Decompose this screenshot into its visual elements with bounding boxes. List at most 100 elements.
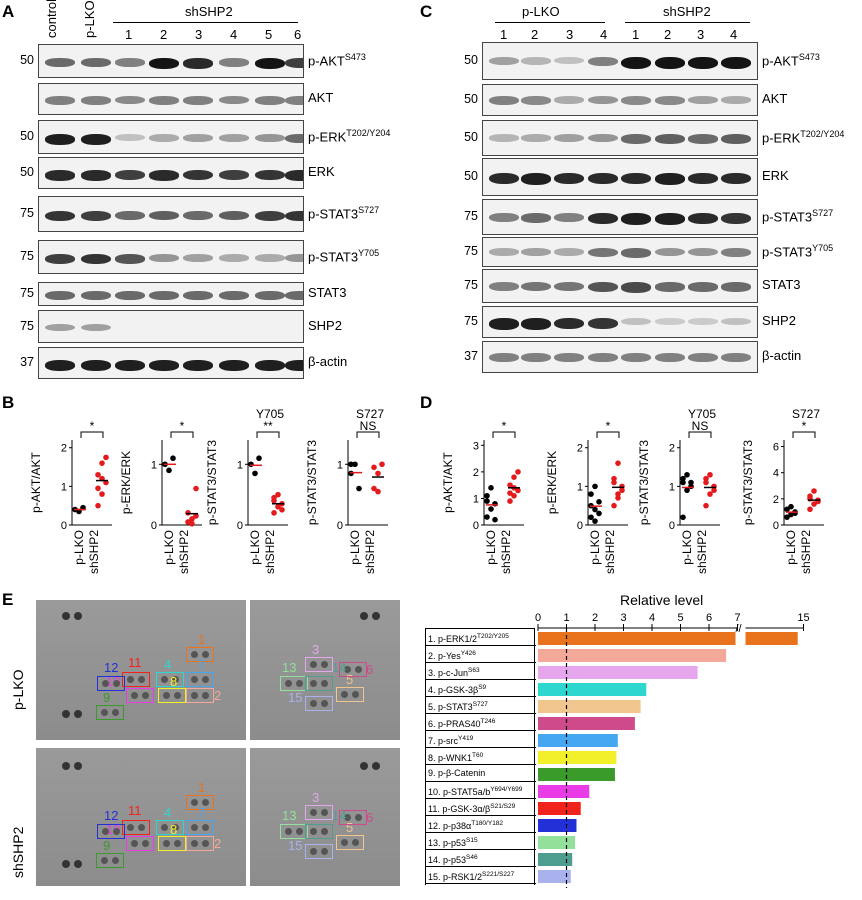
y-tick-label: 1 — [61, 481, 67, 493]
band — [588, 134, 618, 143]
bar — [538, 853, 573, 866]
band — [521, 353, 551, 362]
spot-box — [305, 657, 333, 672]
band — [554, 213, 584, 222]
spot-number: 3 — [312, 642, 320, 657]
band — [521, 213, 551, 223]
band — [721, 318, 751, 326]
data-point — [507, 498, 513, 504]
spot-number: 12 — [104, 660, 119, 675]
scatter-plot: 0 1 p-ERK/ERK * p-LKO shSHP2 — [119, 419, 202, 574]
data-point — [684, 487, 690, 494]
band — [521, 96, 551, 105]
data-point — [615, 460, 621, 466]
x-label-plko: p-LKO — [348, 530, 362, 565]
lane-number: 3 — [697, 27, 705, 42]
antibody-label: STAT3 — [308, 285, 347, 300]
spot-number: 2 — [214, 836, 222, 851]
x-label-plko: p-LKO — [248, 530, 262, 565]
data-point — [596, 510, 602, 517]
bar — [538, 785, 590, 798]
y-tick-label: 1 — [151, 459, 157, 471]
data-point — [375, 488, 381, 495]
bar — [538, 734, 618, 747]
phospho-spot — [101, 857, 108, 864]
group-bracket-plko — [495, 22, 605, 23]
lane-number: 1 — [125, 27, 133, 42]
category-site: S21/S29 — [490, 803, 516, 810]
antibody-name: SHP2 — [308, 317, 342, 333]
y-tick-label: 1 — [237, 459, 243, 471]
spot-box — [336, 687, 364, 702]
band — [219, 58, 249, 67]
data-point — [279, 507, 285, 513]
blot-strip — [38, 240, 304, 274]
band — [115, 96, 145, 105]
band — [621, 173, 651, 185]
data-point — [684, 471, 690, 478]
reference-spot — [62, 612, 70, 620]
band — [688, 96, 718, 105]
band — [81, 323, 111, 332]
significance-marker: * — [502, 419, 507, 433]
category-row: 3. p-c-JunS63 — [426, 663, 536, 680]
blot-strip — [38, 44, 304, 78]
band — [655, 213, 685, 225]
lane-label-plko: p-LKO — [82, 0, 97, 38]
phospho-spot — [131, 692, 138, 699]
category-name: 3. p-c-Jun — [428, 668, 469, 678]
category-row: 10. p-STAT5a/bY694/Y699 — [426, 782, 536, 799]
spot-number: 9 — [103, 690, 111, 705]
band — [554, 134, 584, 143]
y-tick-label: 2 — [61, 443, 67, 455]
band — [489, 248, 519, 256]
antibody-label: p-STAT3Y705 — [308, 248, 379, 264]
spot-box — [339, 662, 367, 677]
data-point — [507, 482, 513, 488]
band — [149, 360, 179, 371]
phospho-spot — [191, 692, 198, 699]
antibody-label: β-actin — [762, 348, 801, 363]
data-point — [588, 514, 594, 521]
phospho-spot — [191, 824, 198, 831]
band — [688, 353, 718, 362]
lane-number: 6 — [294, 27, 302, 42]
data-point — [275, 503, 281, 510]
data-point — [507, 490, 513, 496]
phospho-spot — [161, 824, 168, 831]
band — [621, 57, 651, 69]
phospho-spot — [127, 824, 134, 831]
array-membrane — [250, 748, 400, 886]
band — [45, 170, 75, 181]
phospho-spot — [341, 839, 348, 846]
y-tick-label: 2 — [669, 443, 675, 455]
band — [45, 291, 75, 300]
data-point — [703, 479, 709, 486]
band — [655, 353, 685, 362]
spot-box — [305, 805, 333, 820]
category-site: S9 — [478, 684, 487, 691]
band — [255, 291, 285, 300]
reference-spot — [74, 762, 82, 770]
band — [655, 57, 685, 69]
data-point — [592, 483, 598, 490]
phospho-spot — [101, 709, 108, 716]
antibody-label: p-ERKT202/Y204 — [308, 128, 390, 144]
band — [115, 254, 145, 264]
antibody-site: T202/Y204 — [800, 129, 845, 139]
band — [115, 58, 145, 67]
x-label-plko: p-LKO — [162, 530, 176, 565]
lane-number: 4 — [230, 27, 238, 42]
band — [45, 360, 75, 371]
phospho-spot — [344, 814, 351, 821]
phospho-spot — [355, 666, 362, 673]
band — [588, 353, 618, 362]
spot-number: 14 — [332, 808, 347, 823]
bar — [538, 768, 615, 781]
data-point — [252, 470, 258, 477]
band — [115, 360, 145, 371]
data-point — [611, 502, 617, 509]
y-tick-label: 0 — [669, 520, 675, 532]
phospho-spot — [191, 840, 198, 847]
x-label-plko: p-LKO — [784, 530, 798, 565]
